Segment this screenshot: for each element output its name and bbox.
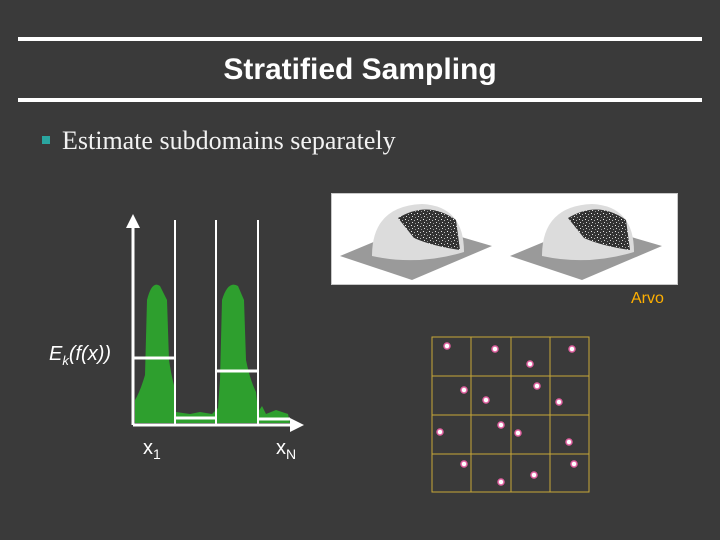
slide-title: Stratified Sampling [223,53,497,86]
hemisphere-render-image [331,193,678,285]
top-rule [18,37,702,41]
sample-point [565,438,573,446]
xn-label-base: x [276,437,286,459]
x1-label-sub: 1 [153,446,161,462]
sample-point [460,386,468,394]
sample-point [555,398,563,406]
bullet-text: Estimate subdomains separately [62,126,396,155]
sample-point [568,345,576,353]
grid-lines [431,336,590,493]
sample-point [491,345,499,353]
estimate-label-sub: k [62,353,69,368]
sample-point [443,342,451,350]
sample-point [570,460,578,468]
stratified-sample-grid [431,336,590,493]
x1-label: x1 [143,437,161,462]
y-axis-arrow-icon [126,214,140,228]
sample-point [514,429,522,437]
sample-point [460,460,468,468]
x-axis-arrow-icon [290,418,304,432]
stratum-dividers [174,220,259,424]
dome-illustration [340,204,662,280]
sample-point [436,428,444,436]
estimate-label: Ek(f(x)) [49,343,111,368]
right-dome [510,204,662,280]
stratum-estimates [133,356,290,421]
estimate-label-rest: (f(x)) [68,343,112,365]
sample-point [533,382,541,390]
sample-point [526,360,534,368]
estimate-label-base: E [49,343,63,365]
image-credit: Arvo [631,290,664,307]
xn-label-sub: N [286,446,297,462]
sample-point [497,478,505,486]
sample-points [436,342,578,486]
sample-point [497,421,505,429]
bullet-item: Estimate subdomains separately [42,124,396,158]
green-curve [135,284,290,423]
xn-label: xN [276,437,296,462]
bottom-rule [18,98,702,102]
square-bullet-icon [42,136,50,144]
x1-label-base: x [143,437,153,459]
left-dome [340,204,492,280]
sample-point [482,396,490,404]
sample-point [530,471,538,479]
